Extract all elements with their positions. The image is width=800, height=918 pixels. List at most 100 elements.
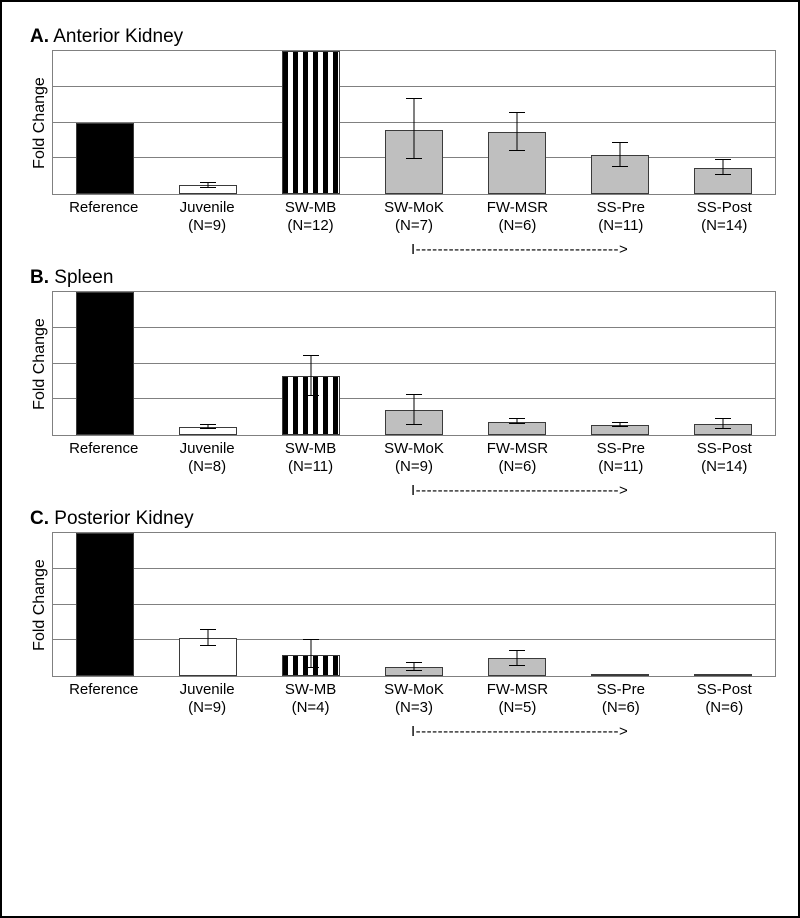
- error-bar-cap: [200, 645, 216, 646]
- bar-slot: [156, 533, 259, 676]
- x-category-label: Juvenile(N=8): [180, 440, 235, 476]
- error-bar-cap: [406, 98, 422, 99]
- error-bar-cap: [612, 166, 628, 167]
- x-label-line1: SS-Pre: [597, 440, 645, 458]
- x-label-line1: Reference: [69, 440, 138, 458]
- error-bar-cap: [303, 355, 319, 356]
- error-bar-cap: [509, 418, 525, 419]
- x-label-line1: SW-MB: [285, 199, 336, 217]
- bar-slot: [53, 292, 156, 435]
- x-label-line2: (N=7): [384, 217, 444, 235]
- error-bar-cap: [509, 650, 525, 651]
- error-bar-cap: [303, 639, 319, 640]
- chart-plot-area: 00.10.20.30.4: [52, 291, 776, 436]
- x-label-line2: (N=11): [597, 458, 645, 476]
- bar-slot: [53, 51, 156, 194]
- bar-slot: [569, 533, 672, 676]
- x-label-line1: Juvenile: [180, 440, 235, 458]
- x-label-line1: Reference: [69, 199, 138, 217]
- bar-slot: [259, 51, 362, 194]
- error-bar-cap: [509, 150, 525, 151]
- time-arrow: I------------------------------------->: [411, 723, 628, 740]
- y-axis-label: Fold Change: [31, 318, 49, 410]
- bar-slot: [466, 533, 569, 676]
- figure-container: A. Anterior KidneyFold Change00.511.52Re…: [0, 0, 800, 918]
- y-axis-label-container: Fold Change: [28, 291, 52, 436]
- panel-name: Posterior Kidney: [54, 508, 193, 529]
- x-label-line1: SS-Post: [697, 440, 752, 458]
- x-category-label: Reference: [69, 681, 138, 699]
- error-bar: [310, 640, 311, 668]
- bar-slot: [569, 51, 672, 194]
- error-bar-cap: [509, 112, 525, 113]
- x-category-label: Reference: [69, 199, 138, 217]
- error-bar: [310, 356, 311, 396]
- bar-slot: [672, 533, 775, 676]
- x-label-line2: (N=11): [285, 458, 336, 476]
- y-axis-label: Fold Change: [31, 559, 49, 651]
- x-label-line2: (N=6): [597, 699, 645, 717]
- error-bar: [413, 395, 414, 425]
- x-label-line2: (N=4): [285, 699, 336, 717]
- panel-title: B. Spleen: [30, 267, 776, 289]
- y-axis-label-container: Fold Change: [28, 532, 52, 677]
- x-label-line1: FW-MSR: [487, 681, 548, 699]
- panel-title: A. Anterior Kidney: [30, 26, 776, 48]
- error-bar: [723, 160, 724, 175]
- x-category-label: FW-MSR(N=5): [487, 681, 548, 717]
- x-category-label: SS-Post(N=14): [697, 440, 752, 476]
- x-category-label: SS-Post(N=6): [697, 681, 752, 717]
- bar-slot: [53, 533, 156, 676]
- error-bar-cap: [509, 665, 525, 666]
- bar-slot: [259, 292, 362, 435]
- bars-row: [53, 51, 775, 194]
- time-arrow: I------------------------------------->: [411, 241, 628, 258]
- x-label-line2: (N=11): [597, 217, 645, 235]
- bars-row: [53, 292, 775, 435]
- x-label-line2: (N=6): [487, 217, 548, 235]
- error-bar-cap: [715, 418, 731, 419]
- panel-name: Anterior Kidney: [53, 26, 183, 47]
- bar-slot: [362, 292, 465, 435]
- error-bar-cap: [406, 158, 422, 159]
- x-label-line2: (N=6): [697, 699, 752, 717]
- x-label-line1: SS-Pre: [597, 681, 645, 699]
- x-category-label: SW-MoK(N=7): [384, 199, 444, 235]
- bar: [76, 123, 134, 195]
- bar-slot: [156, 292, 259, 435]
- x-category-label: Juvenile(N=9): [180, 199, 235, 235]
- bar-slot: [156, 51, 259, 194]
- error-bar-cap: [612, 142, 628, 143]
- x-label-line2: (N=14): [697, 217, 752, 235]
- x-category-label: FW-MSR(N=6): [487, 440, 548, 476]
- x-label-line1: Juvenile: [180, 199, 235, 217]
- x-label-line2: (N=9): [384, 458, 444, 476]
- chart-wrap: Fold Change00.10.20.30.4: [28, 532, 776, 677]
- error-bar-cap: [509, 423, 525, 424]
- x-category-label: Reference: [69, 440, 138, 458]
- x-label-line1: SW-MB: [285, 440, 336, 458]
- bar-slot: [672, 292, 775, 435]
- x-category-label: SS-Pre(N=11): [597, 440, 645, 476]
- error-bar-cap: [200, 424, 216, 425]
- error-bar-cap: [406, 670, 422, 671]
- x-label-line2: (N=9): [180, 217, 235, 235]
- time-arrow: I------------------------------------->: [411, 482, 628, 499]
- arrow-row: I------------------------------------->: [52, 723, 776, 743]
- error-bar-cap: [200, 182, 216, 183]
- x-labels-row: ReferenceJuvenile(N=9)SW-MB(N=4)SW-MoK(N…: [52, 677, 776, 723]
- x-labels-row: ReferenceJuvenile(N=8)SW-MB(N=11)SW-MoK(…: [52, 436, 776, 482]
- x-labels-row: Reference Juvenile(N=9) SW-MB(N=12) SW-MoK(…: [52, 195, 776, 241]
- error-bar-cap: [303, 395, 319, 396]
- bar: [591, 674, 649, 676]
- x-category-label: SW-MB(N=12): [285, 199, 336, 235]
- panel-title: C. Posterior Kidney: [30, 508, 776, 530]
- bar-slot: [672, 51, 775, 194]
- x-category-label: SW-MB(N=11): [285, 440, 336, 476]
- error-bar-cap: [200, 187, 216, 188]
- x-category-label: SS-Pre(N=6): [597, 681, 645, 717]
- chart-plot-area: 00.10.20.30.4: [52, 532, 776, 677]
- error-bar-cap: [200, 428, 216, 429]
- bar: [694, 674, 752, 676]
- arrow-row: I------------------------------------->: [52, 241, 776, 261]
